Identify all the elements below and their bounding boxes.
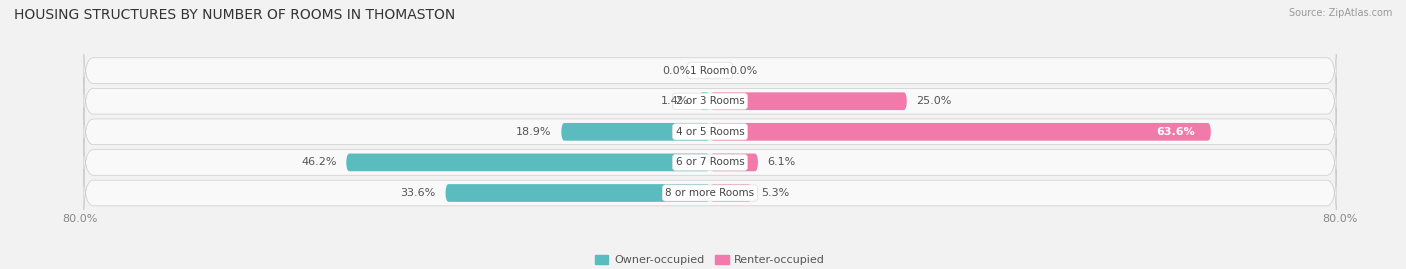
Text: 4 or 5 Rooms: 4 or 5 Rooms	[676, 127, 744, 137]
FancyBboxPatch shape	[710, 123, 1211, 141]
FancyBboxPatch shape	[346, 154, 710, 171]
Text: 8 or more Rooms: 8 or more Rooms	[665, 188, 755, 198]
FancyBboxPatch shape	[84, 47, 1336, 94]
FancyBboxPatch shape	[84, 108, 1336, 156]
FancyBboxPatch shape	[84, 77, 1336, 125]
FancyBboxPatch shape	[710, 184, 752, 202]
FancyBboxPatch shape	[699, 92, 710, 110]
Text: HOUSING STRUCTURES BY NUMBER OF ROOMS IN THOMASTON: HOUSING STRUCTURES BY NUMBER OF ROOMS IN…	[14, 8, 456, 22]
Text: 33.6%: 33.6%	[401, 188, 436, 198]
Text: 5.3%: 5.3%	[761, 188, 790, 198]
Text: Source: ZipAtlas.com: Source: ZipAtlas.com	[1288, 8, 1392, 18]
FancyBboxPatch shape	[84, 169, 1336, 217]
Text: 1 Room: 1 Room	[690, 66, 730, 76]
Text: 0.0%: 0.0%	[662, 66, 690, 76]
FancyBboxPatch shape	[710, 92, 907, 110]
FancyBboxPatch shape	[710, 154, 758, 171]
Text: 0.0%: 0.0%	[730, 66, 758, 76]
Text: 25.0%: 25.0%	[917, 96, 952, 106]
Text: 6 or 7 Rooms: 6 or 7 Rooms	[676, 157, 744, 167]
FancyBboxPatch shape	[84, 139, 1336, 186]
Text: 46.2%: 46.2%	[301, 157, 336, 167]
Text: 1.4%: 1.4%	[661, 96, 689, 106]
FancyBboxPatch shape	[561, 123, 710, 141]
Text: 18.9%: 18.9%	[516, 127, 551, 137]
Text: 63.6%: 63.6%	[1157, 127, 1195, 137]
Legend: Owner-occupied, Renter-occupied: Owner-occupied, Renter-occupied	[591, 250, 830, 269]
FancyBboxPatch shape	[446, 184, 710, 202]
Text: 2 or 3 Rooms: 2 or 3 Rooms	[676, 96, 744, 106]
Text: 6.1%: 6.1%	[768, 157, 796, 167]
